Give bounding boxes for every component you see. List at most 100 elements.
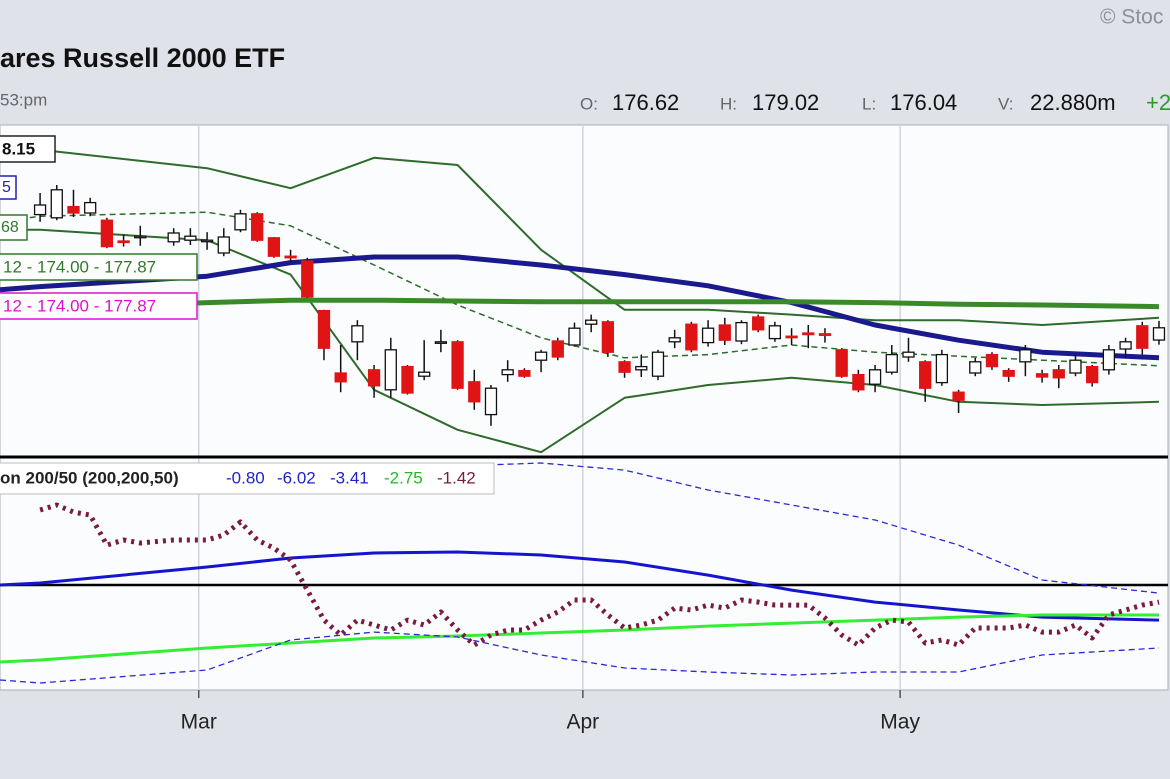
candle-body [1152, 327, 1166, 341]
marks [0, 147, 1168, 684]
candle-body [935, 353, 949, 384]
price-line [0, 147, 1160, 326]
high-label: H: [720, 94, 737, 113]
high-value: 179.02 [752, 90, 819, 115]
candle-body [685, 323, 698, 351]
candle-body [434, 341, 448, 344]
candle-body [885, 353, 898, 373]
candle-body [618, 361, 631, 373]
candle-body [1119, 341, 1132, 350]
candle-body [284, 255, 297, 259]
candle-body [1102, 349, 1116, 371]
candle-body [902, 351, 915, 358]
price-tag [0, 175, 17, 200]
ma-legend [0, 292, 198, 320]
candle-body [134, 235, 147, 239]
indicator-legend-box [0, 462, 495, 495]
price-tag [0, 214, 28, 241]
time: 53:pm [0, 90, 47, 109]
candle-body [401, 365, 414, 394]
candle-body [33, 204, 47, 216]
indicator-line [0, 613, 1159, 664]
indicator-value: -1.42 [437, 468, 476, 487]
candle-body [668, 337, 681, 343]
plot-area [0, 124, 1169, 691]
candle-body [518, 369, 531, 377]
ma-legend-text: 12 - 174.00 - 177.87 [3, 296, 156, 315]
price-line [0, 254, 1160, 361]
title: ares Russell 2000 ETF [0, 43, 285, 73]
candle-body [100, 219, 114, 248]
candle-body [468, 381, 481, 403]
candle-body [785, 335, 798, 339]
x-tick-label: Mar [181, 711, 217, 734]
candle-body [852, 373, 865, 391]
change-value: +2 [1146, 90, 1170, 115]
candle-body [234, 213, 247, 231]
candle-body [67, 205, 80, 214]
price-line [0, 297, 1160, 313]
candle-body [585, 319, 598, 325]
candle-body [868, 369, 882, 385]
candle-body [1136, 325, 1149, 349]
x-tick-label: May [880, 711, 920, 734]
candle-body [1069, 359, 1082, 374]
candle-body [117, 240, 130, 244]
candle-body [1002, 369, 1015, 377]
candle-body [200, 239, 214, 243]
low-label: L: [862, 94, 876, 113]
candle-body [367, 369, 381, 387]
ma-legend [0, 253, 198, 281]
ma-legend-text: 12 - 174.00 - 177.87 [3, 257, 156, 276]
candle-body [351, 325, 364, 343]
x-tick-label: Apr [566, 711, 599, 734]
price-tag [0, 135, 56, 163]
candle-body [718, 324, 731, 341]
watermark: © Stoc [1100, 6, 1163, 29]
volume-value: 22.880m [1030, 90, 1116, 115]
low-value: 176.04 [890, 90, 957, 115]
candle-body [752, 316, 765, 331]
candle-body [818, 333, 832, 336]
candle-body [919, 361, 932, 389]
candle-body [952, 391, 965, 401]
candle-body [1035, 373, 1049, 378]
candle-body [317, 309, 331, 349]
candle-body [384, 349, 397, 391]
candle-body [985, 353, 999, 368]
price-tag-text: 8.15 [2, 139, 35, 158]
open-value: 176.62 [612, 90, 679, 115]
candle-body [835, 349, 848, 377]
candle-body [251, 213, 264, 241]
candle-body [735, 321, 748, 342]
candle-body [50, 189, 63, 219]
candle-body [1052, 369, 1065, 379]
candle-body [501, 369, 514, 376]
candle-body [635, 365, 648, 371]
indicator-value: -0.80 [226, 468, 265, 487]
indicator-line [457, 462, 1160, 594]
grid [197, 125, 901, 698]
candle-body [551, 340, 564, 358]
indicator-value: -6.02 [277, 468, 316, 487]
price-tag-text: 68 [1, 219, 19, 236]
open-label: O: [580, 94, 598, 113]
indicator-value: -2.75 [384, 468, 423, 487]
candle-body [601, 321, 615, 353]
candle-body [802, 332, 815, 336]
candle-body [651, 351, 665, 377]
candle-body [217, 236, 230, 254]
candle-body [167, 232, 180, 243]
candle-body [969, 361, 982, 374]
candle-body [84, 201, 97, 214]
volume-label: V: [998, 94, 1013, 113]
candle-body [301, 260, 314, 298]
candle-body [334, 372, 347, 383]
candle-body [451, 341, 464, 389]
candle-body [484, 387, 498, 416]
candle-body [701, 327, 715, 344]
candle-body [534, 351, 548, 361]
candle-body [1019, 349, 1032, 363]
